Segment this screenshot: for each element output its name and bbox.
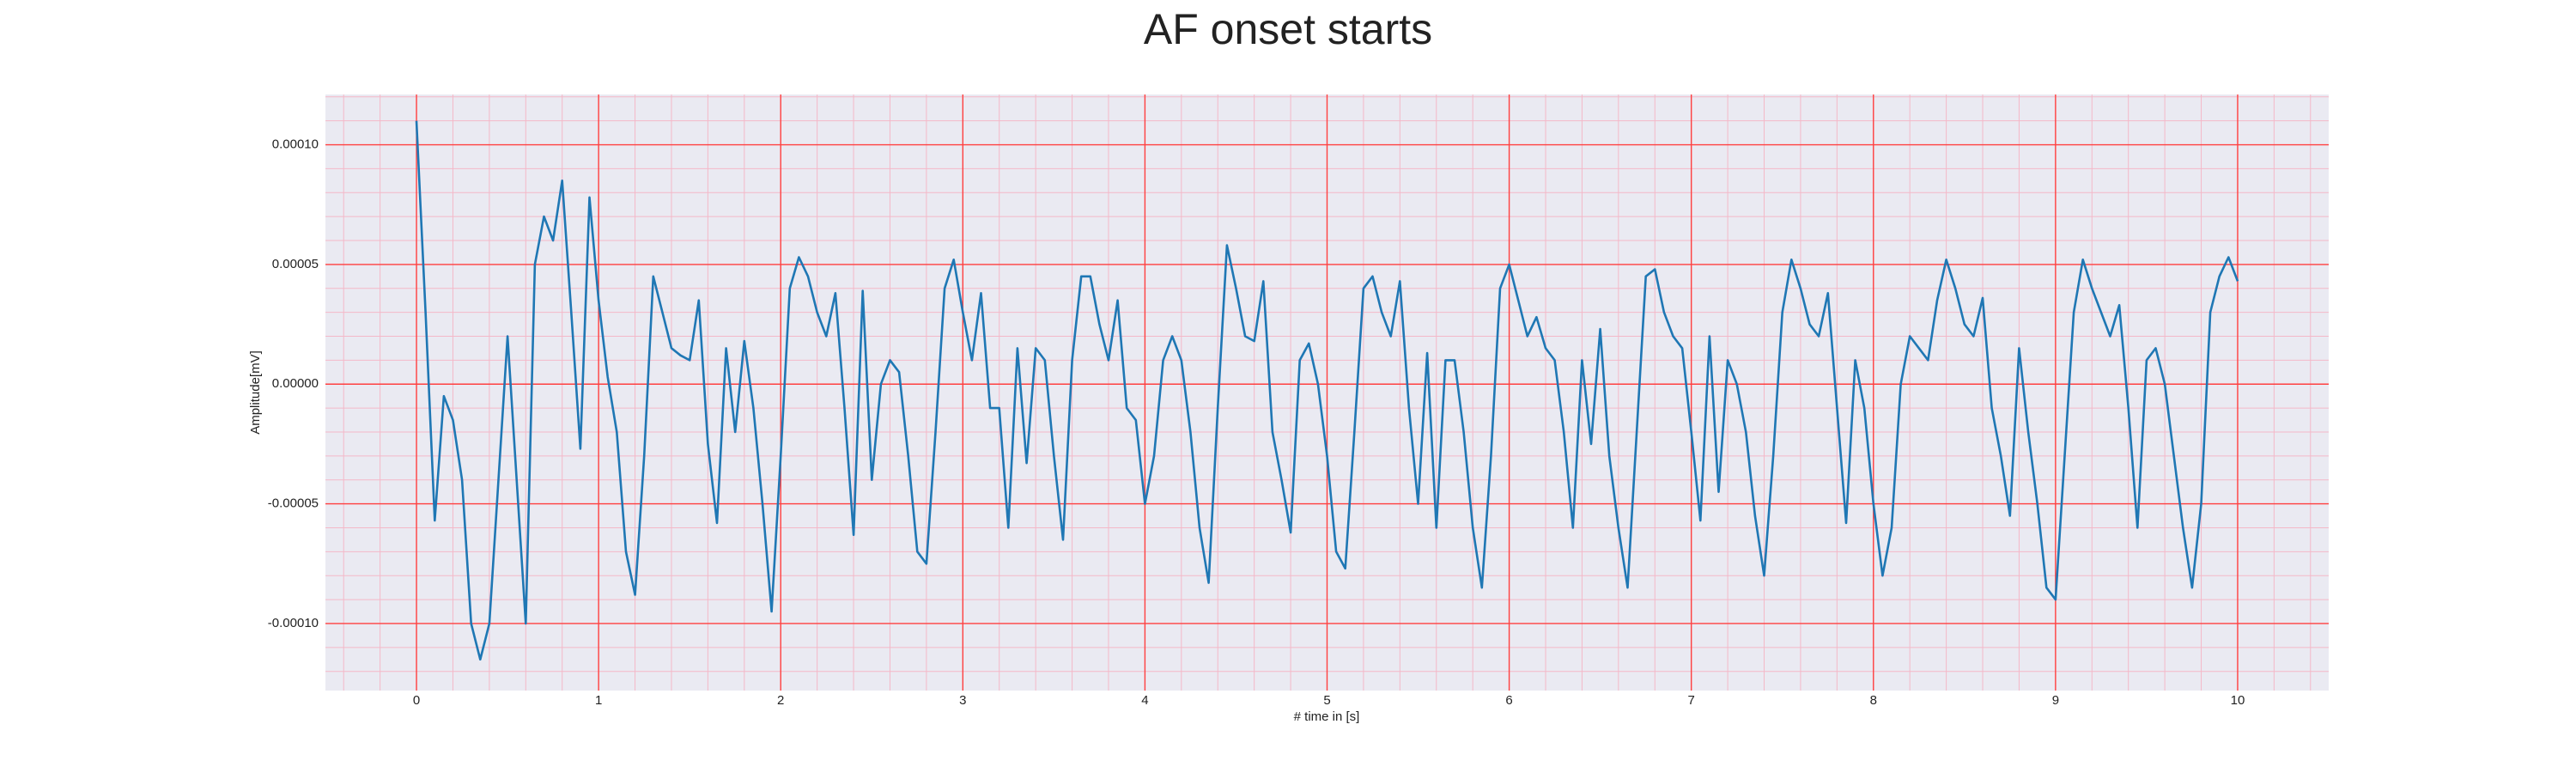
x-tick-label: 4 — [1141, 693, 1148, 708]
x-tick-label: 7 — [1688, 693, 1695, 708]
y-tick-label: -0.00005 — [268, 496, 319, 511]
x-tick-label: 9 — [2052, 693, 2059, 708]
y-tick-label: -0.00010 — [268, 616, 319, 630]
x-tick-label: 3 — [959, 693, 966, 708]
signal-line — [415, 120, 2239, 661]
chart-title: AF onset starts — [1144, 5, 1432, 53]
y-axis-label: Amplitude[mV] — [248, 350, 263, 435]
y-tick-label: 0.00000 — [272, 376, 319, 391]
x-tick-label: 10 — [2231, 693, 2245, 708]
x-tick-label: 0 — [413, 693, 420, 708]
x-tick-label: 1 — [595, 693, 602, 708]
x-tick-label: 8 — [1870, 693, 1877, 708]
x-tick-label: 2 — [777, 693, 784, 708]
x-tick-label: 6 — [1505, 693, 1512, 708]
y-tick-label: 0.00010 — [272, 137, 319, 151]
x-axis-label: # time in [s] — [1294, 709, 1360, 724]
y-tick-label: 0.00005 — [272, 257, 319, 271]
x-tick-label: 5 — [1323, 693, 1330, 708]
